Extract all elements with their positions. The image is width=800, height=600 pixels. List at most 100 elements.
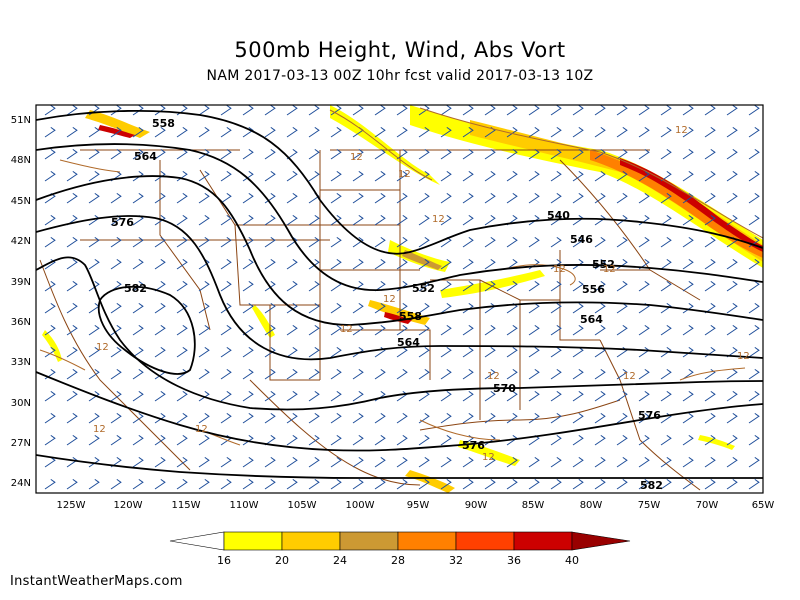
watermark: InstantWeatherMaps.com — [10, 574, 183, 589]
wind-barb — [242, 280, 254, 292]
wind-barb — [352, 456, 364, 468]
wind-barb — [308, 214, 320, 226]
wind-barb — [660, 346, 672, 358]
legend-label: 20 — [275, 554, 289, 567]
wind-barb — [396, 368, 408, 380]
wind-barb — [374, 148, 386, 160]
wind-barb — [484, 192, 496, 204]
wind-barb — [704, 412, 716, 424]
wind-barb — [220, 346, 232, 358]
wind-barb — [418, 148, 430, 160]
wind-barb — [462, 324, 474, 336]
wind-barb — [286, 192, 298, 204]
wind-barb — [440, 434, 452, 446]
wind-barb — [88, 478, 100, 490]
wind-barb — [440, 148, 452, 160]
wind-barb — [594, 258, 606, 270]
wind-barb — [418, 214, 430, 226]
wind-barb — [726, 126, 738, 138]
wind-barb — [242, 368, 254, 380]
wind-barb — [726, 346, 738, 358]
wind-barb — [396, 105, 408, 116]
wind-barb — [198, 412, 210, 424]
wind-barb — [748, 456, 760, 468]
wind-barb — [550, 236, 562, 248]
wind-barb — [748, 192, 760, 204]
wind-barb — [682, 192, 694, 204]
wind-barb — [44, 170, 56, 182]
wind-barb — [484, 236, 496, 248]
height-label: 564 — [580, 313, 603, 326]
wind-barb — [154, 346, 166, 358]
lat-label: 24N — [11, 478, 31, 489]
wind-barb — [286, 412, 298, 424]
wind-barb — [176, 214, 188, 226]
wind-barb — [638, 126, 650, 138]
wind-barb — [352, 105, 364, 116]
wind-barb — [484, 478, 496, 490]
wind-barb — [616, 368, 628, 380]
wind-barb — [154, 478, 166, 490]
wind-barb — [396, 170, 408, 182]
wind-barb — [396, 192, 408, 204]
wind-barb — [242, 456, 254, 468]
wind-barb — [220, 170, 232, 182]
wind-barb — [682, 170, 694, 182]
wind-barb — [198, 214, 210, 226]
wind-barb — [242, 192, 254, 204]
wind-barb — [286, 126, 298, 138]
wind-barb — [704, 170, 716, 182]
wind-barb — [176, 434, 188, 446]
vorticity-label: 12 — [432, 214, 445, 225]
wind-barb — [66, 412, 78, 424]
wind-barb — [462, 302, 474, 314]
wind-barb — [176, 236, 188, 248]
wind-barb — [374, 170, 386, 182]
wind-barb — [484, 170, 496, 182]
wind-barb — [132, 324, 144, 336]
wind-barb — [220, 258, 232, 270]
wind-barb — [66, 346, 78, 358]
wind-barb — [726, 105, 738, 116]
wind-barb — [374, 192, 386, 204]
wind-barb — [704, 280, 716, 292]
wind-barb — [132, 258, 144, 270]
wind-barb — [594, 280, 606, 292]
wind-barb — [198, 170, 210, 182]
height-label: 558 — [152, 117, 175, 130]
wind-barb — [374, 368, 386, 380]
wind-barb — [726, 456, 738, 468]
wind-barb — [66, 170, 78, 182]
wind-barb — [264, 456, 276, 468]
wind-barb — [132, 390, 144, 402]
wind-barb — [264, 302, 276, 314]
height-label: 556 — [582, 283, 605, 296]
wind-barb — [660, 258, 672, 270]
wind-barb — [132, 478, 144, 490]
wind-barb — [440, 214, 452, 226]
wind-barb — [748, 170, 760, 182]
wind-barb — [528, 148, 540, 160]
wind-barb — [506, 192, 518, 204]
wind-barb — [594, 412, 606, 424]
wind-barb — [352, 412, 364, 424]
wind-barb — [198, 456, 210, 468]
wind-barb — [220, 368, 232, 380]
lon-label: 70W — [696, 500, 719, 511]
wind-barb — [682, 302, 694, 314]
wind-barb — [528, 478, 540, 490]
wind-barb — [440, 192, 452, 204]
wind-barb — [594, 368, 606, 380]
wind-barb — [352, 478, 364, 490]
wind-barb — [330, 324, 342, 336]
wind-barb — [154, 170, 166, 182]
wind-barb — [330, 434, 342, 446]
wind-barb — [308, 302, 320, 314]
wind-barb — [572, 170, 584, 182]
wind-barb — [176, 390, 188, 402]
wind-barb — [704, 236, 716, 248]
wind-barb — [308, 346, 320, 358]
wind-barb — [132, 368, 144, 380]
legend-swatch — [397, 531, 457, 551]
